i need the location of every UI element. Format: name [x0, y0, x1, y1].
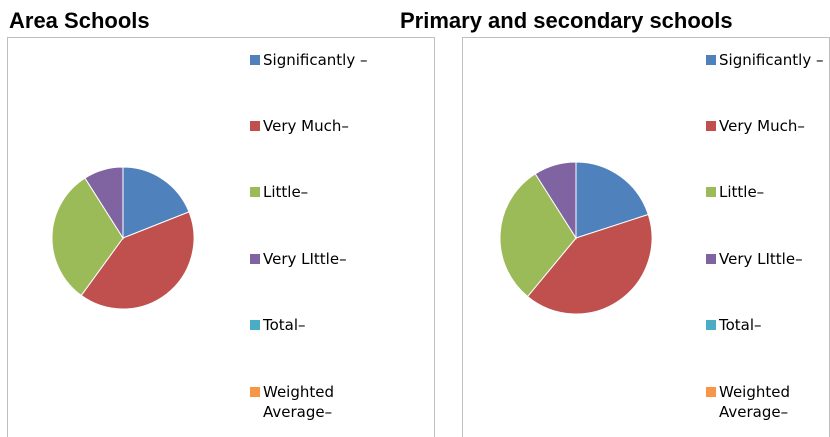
- legend-swatch: [250, 121, 260, 131]
- pie-slice: [534, 161, 577, 240]
- legend-item: Total–: [706, 315, 830, 335]
- legend-swatch: [706, 55, 716, 65]
- legend-item: Very LIttle–: [706, 249, 830, 269]
- legend-label: Little–: [263, 183, 309, 201]
- legend-label: Weighted Average–: [263, 383, 335, 421]
- legend-item: Significantly –: [706, 50, 830, 70]
- pie-slice: [575, 161, 649, 239]
- pie-slice: [526, 213, 653, 315]
- legend-label: Very LIttle–: [263, 250, 347, 268]
- legend-item: Little–: [250, 182, 375, 202]
- pie: [51, 166, 195, 310]
- pie-slice: [122, 166, 190, 239]
- chart-panel: Significantly – Very Much– Little– Very LIt…: [462, 37, 830, 437]
- pie-slice: [80, 211, 195, 310]
- legend-item: Very LIttle–: [250, 249, 375, 269]
- chart-panel: Significantly – Very Much– Little– Very LIt…: [7, 37, 435, 437]
- legend-swatch: [250, 187, 260, 197]
- legend-swatch: [706, 187, 716, 197]
- chart-title: Primary and secondary schools: [400, 8, 733, 33]
- legend-swatch: [706, 320, 716, 330]
- chart-title: Area Schools: [9, 8, 150, 33]
- legend-item: Very Much–: [250, 116, 375, 136]
- legend-swatch: [250, 387, 260, 397]
- legend-label: Total–: [719, 316, 762, 334]
- pie: [499, 161, 653, 315]
- pie-slice: [51, 177, 124, 297]
- legend-swatch: [250, 320, 260, 330]
- legend-swatch: [706, 254, 716, 264]
- legend-item: Significantly –: [250, 50, 375, 70]
- legend-label: Little–: [719, 183, 765, 201]
- legend-label: Very Much–: [719, 117, 805, 135]
- legend-item: Weighted Average–: [250, 382, 375, 422]
- legend-item: Total–: [250, 315, 375, 335]
- legend-label: Total–: [263, 316, 306, 334]
- legend-swatch: [250, 254, 260, 264]
- pie-slice: [499, 173, 577, 298]
- legend-swatch: [250, 55, 260, 65]
- legend-item: Little–: [706, 182, 830, 202]
- legend-item: Very Much–: [706, 116, 830, 136]
- legend-label: Significantly –: [263, 51, 368, 69]
- legend-swatch: [706, 387, 716, 397]
- legend-item: Weighted Average–: [706, 382, 830, 422]
- legend-label: Very Much–: [263, 117, 349, 135]
- legend-swatch: [706, 121, 716, 131]
- pie-slice: [84, 166, 124, 240]
- legend-label: Weighted Average–: [719, 383, 791, 421]
- legend-label: Very LIttle–: [719, 250, 803, 268]
- legend-label: Significantly –: [719, 51, 824, 69]
